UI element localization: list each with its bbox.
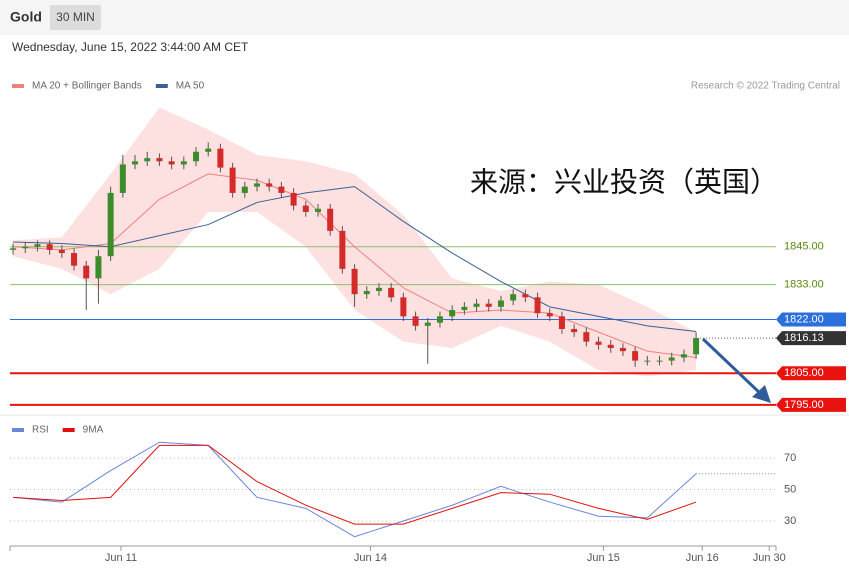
candle-body	[375, 287, 382, 292]
candle-body	[119, 164, 126, 193]
timestamp: Wednesday, June 15, 2022 3:44:00 AM CET	[12, 40, 249, 54]
candle-body	[132, 161, 139, 165]
candle-body	[680, 354, 687, 358]
candle-body	[83, 265, 90, 279]
candle-body	[656, 360, 663, 362]
candle-body	[144, 158, 151, 162]
candle-body	[473, 303, 480, 307]
symbol: Gold	[10, 9, 42, 25]
candle-body	[339, 230, 346, 269]
candle-body	[363, 291, 370, 295]
moving-average	[13, 173, 697, 358]
level-label: 1795.00	[784, 399, 824, 411]
last-price-tag	[776, 331, 846, 346]
bollinger-band	[13, 107, 697, 377]
candle-body	[461, 306, 468, 310]
candle-body	[107, 192, 114, 257]
candle-body	[693, 338, 700, 355]
candle-body	[619, 347, 626, 352]
candle-body	[193, 151, 200, 162]
candle-body	[229, 167, 236, 193]
candle-body	[388, 287, 395, 298]
legend-label: MA 50	[176, 81, 205, 92]
candle-body	[485, 303, 492, 307]
candle-body	[253, 183, 260, 187]
level-label: 1822.00	[784, 313, 824, 325]
candle-body	[217, 148, 224, 168]
source: Research © 2022 Trading Central	[691, 81, 840, 92]
candle-body	[314, 208, 321, 212]
candle-body	[22, 246, 29, 249]
candle-body	[449, 310, 456, 317]
candle-body	[400, 297, 407, 317]
level-label: 1833.00	[784, 279, 824, 291]
candle-body	[595, 341, 602, 345]
legend-label: MA 20 + Bollinger Bands	[32, 81, 142, 92]
legend-swatch	[12, 428, 24, 432]
moving-average	[13, 186, 697, 333]
x-tick-label: Jun 14	[354, 552, 387, 564]
indicator-line	[13, 444, 697, 525]
candle-body	[436, 316, 443, 323]
candle-body	[180, 161, 187, 165]
candle-body	[95, 256, 102, 279]
legend-swatch	[62, 428, 75, 432]
candle-body	[522, 294, 529, 298]
interval[interactable]: 30 MIN	[56, 10, 95, 24]
level-label: 1845.00	[784, 241, 824, 253]
candle-body	[351, 268, 358, 295]
candle-body	[168, 161, 175, 165]
candle-body	[302, 205, 309, 212]
x-tick-label: Jun 15	[587, 552, 620, 564]
y-tick-label: 30	[784, 515, 796, 527]
candle-body	[290, 192, 297, 206]
candle-body	[266, 183, 273, 187]
indicator-line	[13, 441, 697, 538]
candle-body	[241, 186, 248, 193]
y-tick-label: 70	[784, 452, 796, 464]
candle-body	[583, 332, 590, 342]
level-tag	[776, 312, 846, 327]
candle-body	[668, 357, 675, 361]
watermark: 来源：兴业投资（英国）	[470, 166, 778, 197]
candle-body	[278, 186, 285, 193]
x-tick-label: Jun 11	[105, 552, 137, 564]
level-tag	[776, 397, 846, 412]
candle-body	[510, 294, 517, 301]
candle-body	[546, 313, 553, 317]
candle-body	[632, 351, 639, 361]
legend-label: 9MA	[83, 425, 104, 436]
candle-body	[607, 344, 614, 348]
legend-swatch	[12, 84, 24, 88]
candle-body	[424, 322, 431, 326]
last-price-label: 1816.13	[784, 332, 824, 344]
candle-body	[156, 158, 163, 162]
candle-body	[412, 316, 419, 326]
candle-body	[558, 316, 565, 329]
level-label: 1805.00	[784, 367, 824, 379]
level-tag	[776, 366, 846, 381]
candle-body	[71, 253, 78, 266]
candle-body	[205, 148, 212, 152]
candle-body	[497, 300, 504, 307]
interval-pill[interactable]	[50, 5, 101, 30]
header-bar	[0, 0, 849, 35]
forecast-arrowhead	[752, 385, 771, 403]
x-tick-label: Jun 16	[686, 552, 719, 564]
candle-body	[10, 248, 17, 250]
candle-body	[571, 328, 578, 333]
candle-body	[34, 244, 41, 247]
y-tick-label: 50	[784, 483, 796, 495]
legend-label: RSI	[32, 425, 49, 436]
candle-body	[644, 360, 651, 362]
candle-body	[46, 244, 53, 250]
candle-body	[327, 208, 334, 231]
candle-body	[58, 249, 65, 254]
candle-body	[534, 297, 541, 314]
forecast-arrow	[701, 337, 764, 397]
legend-swatch	[155, 84, 168, 88]
x-tick-label: Jun 30	[753, 552, 786, 564]
